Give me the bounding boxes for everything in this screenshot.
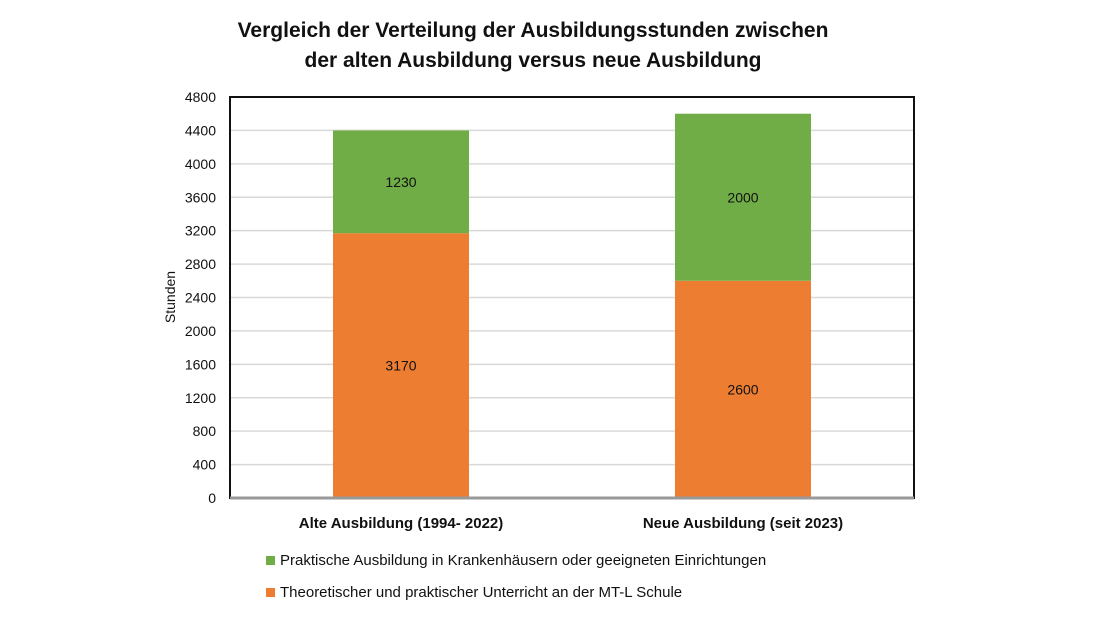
- data-label: 2000: [727, 189, 758, 205]
- y-tick-label: 800: [193, 423, 217, 439]
- bar-segment: [675, 280, 811, 498]
- chart-title: Vergleich der Verteilung der Ausbildungs…: [0, 16, 1066, 76]
- y-axis-label: Stunden: [162, 271, 178, 323]
- y-tick-label: 2000: [185, 323, 216, 339]
- chart-title-line-2: der alten Ausbildung versus neue Ausbild…: [304, 49, 762, 72]
- data-label: 1230: [385, 174, 416, 190]
- bar-segment: [333, 233, 469, 498]
- y-tick-label: 4400: [185, 122, 216, 138]
- y-tick-label: 0: [208, 490, 216, 506]
- data-label: 3170: [385, 358, 416, 374]
- y-tick-label: 4000: [185, 156, 216, 172]
- bar-segment: [333, 130, 469, 234]
- y-tick-label: 2800: [185, 256, 216, 272]
- x-category-label: Alte Ausbildung (1994- 2022): [299, 515, 504, 532]
- y-tick-label: 3600: [185, 189, 216, 205]
- y-tick-label: 400: [193, 457, 217, 473]
- chart-title-line-1: Vergleich der Verteilung der Ausbildungs…: [237, 19, 829, 42]
- legend-item-theoretischer: Theoretischer und praktischer Unterricht…: [266, 584, 682, 601]
- y-tick-label: 2400: [185, 290, 216, 306]
- legend-swatch-green: [266, 556, 275, 565]
- x-category-label: Neue Ausbildung (seit 2023): [643, 515, 843, 532]
- y-tick-label: 4800: [185, 89, 216, 105]
- y-tick-label: 3200: [185, 223, 216, 239]
- bar-segment: [675, 113, 811, 281]
- legend-swatch-orange: [266, 588, 275, 597]
- legend-label: Praktische Ausbildung in Krankenhäusern …: [280, 552, 767, 569]
- legend-item-praktische: Praktische Ausbildung in Krankenhäusern …: [266, 552, 766, 569]
- y-tick-label: 1600: [185, 356, 216, 372]
- y-tick-label: 1200: [185, 390, 216, 406]
- data-label: 2600: [727, 381, 758, 397]
- legend-label: Theoretischer und praktischer Unterricht…: [280, 584, 683, 601]
